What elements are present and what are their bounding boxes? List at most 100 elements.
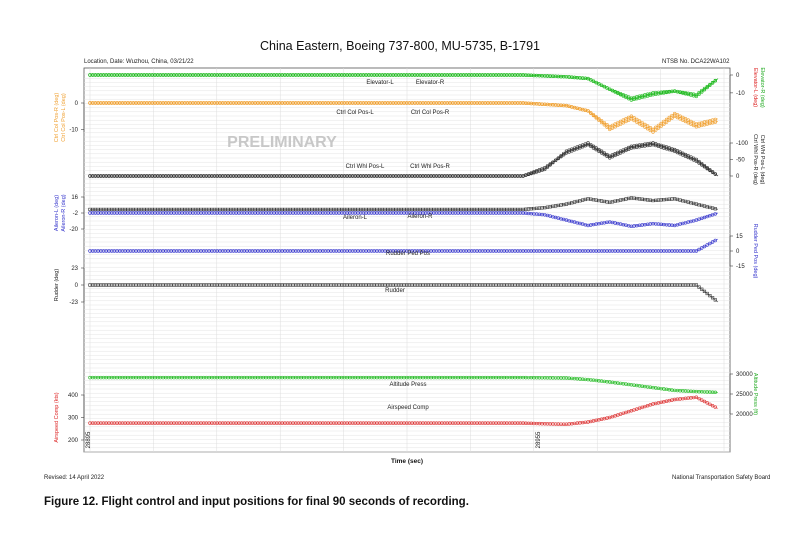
data-point	[556, 156, 560, 161]
data-point	[678, 152, 682, 156]
axis-title: Altitude Press (ft)	[752, 373, 758, 415]
data-point	[597, 82, 601, 86]
data-point	[621, 93, 625, 97]
panel-aileron: Aileron-L Aileron-R 16 -2 -20 Aileron-L (deg)…	[54, 194, 719, 233]
left-axis-ctrl-col: 0 -10 Ctrl Col Pos-R (deg) Ctrl Col Pos-L (…	[54, 93, 85, 143]
axis-title: Ctrl Col Pos-R (deg)	[54, 93, 60, 143]
data-point	[654, 125, 658, 130]
ntsb-number-label: NTSB No. DCA22WA102	[662, 59, 730, 65]
tick-label: 15	[736, 234, 743, 240]
data-point	[708, 294, 712, 298]
series-line-rudder-ped-pos	[90, 238, 719, 252]
tick-label: 400	[68, 393, 79, 399]
data-point	[613, 153, 617, 158]
data-point	[689, 156, 693, 161]
data-point	[591, 146, 596, 150]
data-point	[589, 78, 593, 82]
series-line-rudder	[90, 284, 719, 303]
revised-date-label: Revised: 14 April 2022	[44, 475, 105, 481]
data-point	[694, 159, 699, 163]
axis-title: Aileron-R (deg)	[61, 194, 67, 231]
data-point	[602, 84, 607, 89]
data-point	[643, 122, 647, 127]
data-point	[599, 151, 604, 155]
series-line-ctrl-whl-pos-l	[90, 142, 719, 177]
data-point	[640, 121, 644, 125]
data-point	[675, 113, 680, 117]
data-point	[613, 89, 617, 94]
series-label: Rudder Ped Pos	[386, 251, 430, 257]
panel-ctrl-whl: Ctrl Whl Pos-L Ctrl Whl Pos-R -100 -50 0 Ctrl…	[88, 134, 765, 185]
data-point	[697, 285, 701, 289]
data-point	[697, 90, 701, 95]
data-point	[681, 153, 685, 157]
series-label: Elevator-L	[366, 80, 394, 86]
series-line-ctrl-col-pos-r	[90, 102, 719, 130]
axis-title: Elevator-L (deg)	[752, 68, 758, 107]
data-point	[700, 88, 704, 93]
data-point	[616, 121, 620, 125]
data-point	[545, 164, 550, 168]
data-point	[713, 117, 717, 122]
left-axis-airspeed: 400 300 200 Airspeed Comp (kts)	[54, 392, 85, 444]
data-point	[616, 90, 620, 95]
tick-label: 300	[68, 416, 79, 422]
data-point	[553, 158, 558, 163]
data-point	[664, 117, 669, 122]
data-point	[597, 117, 601, 121]
x-axis-title: Time (sec)	[391, 458, 423, 465]
axis-title: Ctrl Whl Pos-R (deg)	[752, 134, 758, 185]
left-axis-aileron: 16 -2 -20 Aileron-L (deg) Aileron-R (deg)	[54, 194, 85, 233]
data-point	[683, 117, 688, 121]
data-point	[710, 170, 715, 174]
tick-label: 0	[736, 73, 740, 79]
axis-title: Rudder Ped Pos (deg)	[752, 224, 758, 279]
data-point	[708, 241, 712, 246]
tick-label: 0	[736, 174, 740, 180]
panel-rudder-ped: Rudder Ped Pos 15 0 -15 Rudder Ped Pos (deg)	[88, 224, 758, 279]
series-label: Aileron-L	[343, 215, 368, 221]
data-point	[610, 154, 615, 159]
data-point	[594, 115, 598, 119]
series-label: Elevator-R	[416, 80, 445, 86]
series-label: Ctrl Col Pos-L	[336, 110, 374, 116]
data-point	[591, 113, 596, 117]
data-point	[656, 123, 661, 128]
data-point	[702, 86, 707, 91]
data-point	[621, 118, 625, 122]
data-point	[624, 117, 628, 121]
axis-title: Ctrl Whl Pos-L (deg)	[759, 135, 765, 185]
data-point	[562, 153, 566, 157]
data-point	[599, 119, 604, 123]
series-label: Ctrl Whl Pos-L	[346, 164, 385, 170]
tick-label: 0	[75, 101, 79, 107]
data-point	[694, 94, 699, 99]
data-point	[543, 166, 547, 170]
grid-lines	[84, 68, 730, 453]
data-point	[700, 163, 704, 167]
tick-label: 25000	[736, 392, 753, 398]
data-point	[548, 162, 552, 166]
axis-title: Elevator-R (deg)	[759, 67, 765, 108]
data-point	[610, 88, 615, 93]
right-axis-altitude: 30000 25000 20000 Altitude Press (ft)	[729, 372, 758, 418]
data-point	[697, 396, 701, 401]
data-point	[632, 116, 636, 120]
data-point	[710, 80, 715, 85]
data-point	[597, 149, 601, 153]
tick-label: 0	[75, 283, 79, 289]
tick-label: -50	[736, 158, 745, 164]
panel-airspeed: Airspeed Comp 400 300 200 Airspeed Comp (kts…	[54, 392, 719, 444]
data-point	[605, 86, 609, 90]
series-label: Ctrl Whl Pos-R	[410, 164, 450, 170]
data-point	[618, 92, 623, 96]
data-point	[691, 158, 696, 162]
series-line-airspeed-comp	[90, 396, 719, 425]
tick-label: 20000	[736, 412, 753, 418]
data-point	[551, 160, 555, 164]
axis-title: Airspeed Comp (kts)	[54, 392, 60, 442]
data-point	[681, 115, 685, 120]
tick-label: -15	[736, 264, 745, 270]
